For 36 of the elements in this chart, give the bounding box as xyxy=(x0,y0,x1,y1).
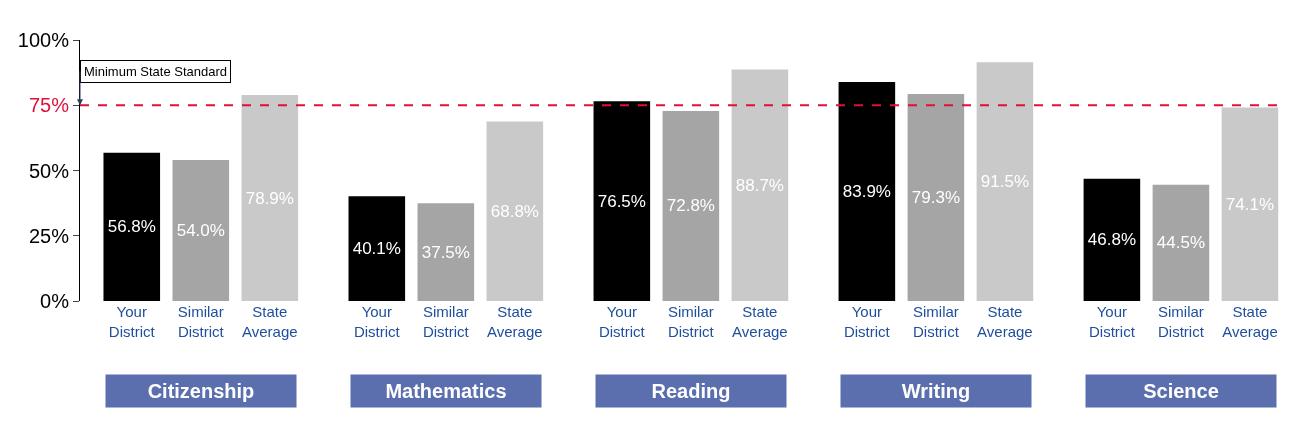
text: Science xyxy=(1143,380,1219,402)
data-label: 72.8% xyxy=(666,196,715,216)
text: Writing xyxy=(901,380,971,402)
x-tick-label: State Average xyxy=(977,303,1033,340)
data-label: 54.0% xyxy=(176,221,225,241)
text: Reading xyxy=(651,380,731,402)
data-label: 56.8% xyxy=(107,217,156,237)
x-tick-label: State Average xyxy=(487,303,543,340)
data-label: 79.3% xyxy=(911,188,960,208)
text: Citizenship xyxy=(147,380,255,402)
x-tick-label: Similar District xyxy=(422,303,470,340)
x-tick-label: Similar District xyxy=(912,303,960,340)
y-tick-label: 25% xyxy=(28,224,70,247)
data-label: 46.8% xyxy=(1087,230,1136,250)
x-tick-label: Your District xyxy=(353,303,401,340)
y-tick-label: 0% xyxy=(40,290,70,312)
data-label: 83.9% xyxy=(842,182,891,202)
data-label: 76.5% xyxy=(597,191,646,211)
ref-line-label: Minimum State Standard xyxy=(84,64,228,79)
y-tick-label: 75% xyxy=(28,94,70,117)
x-tick-label: State Average xyxy=(1222,303,1278,340)
text: Mathematics xyxy=(385,380,507,402)
x-tick-label: Your District xyxy=(108,303,156,340)
x-tick-label: Similar District xyxy=(177,303,225,340)
x-tick-label: State Average xyxy=(242,303,298,340)
x-tick-label: Similar District xyxy=(1158,303,1205,340)
data-label: 44.5% xyxy=(1156,233,1206,253)
x-tick-label: Your District xyxy=(598,303,646,340)
x-tick-label: Your District xyxy=(843,303,891,340)
y-tick-label: 100% xyxy=(17,29,70,51)
x-tick-label: Similar District xyxy=(667,303,715,340)
data-label: 37.5% xyxy=(421,242,470,262)
y-tick-label: 50% xyxy=(28,159,70,182)
x-tick-label: State Average xyxy=(732,303,788,340)
data-label: 40.1% xyxy=(352,239,401,259)
x-tick-label: Your District xyxy=(1088,303,1136,340)
